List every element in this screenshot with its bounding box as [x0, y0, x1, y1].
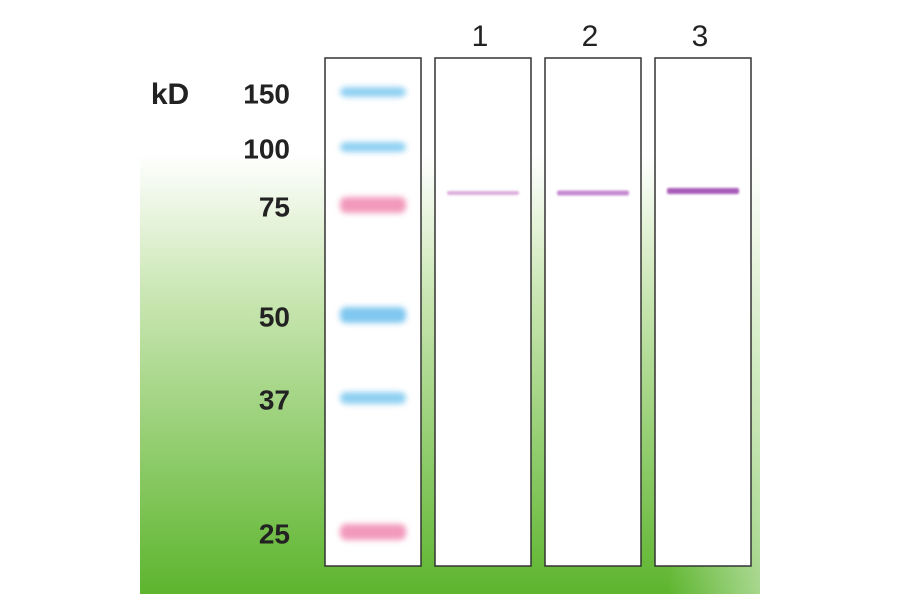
marker-band — [340, 524, 406, 540]
lane — [434, 57, 532, 567]
lane — [654, 57, 752, 567]
marker-label: 75 — [259, 191, 290, 222]
marker-label: 50 — [259, 301, 290, 332]
sample-band — [667, 188, 739, 194]
marker-label: 25 — [259, 518, 290, 549]
marker-band — [340, 142, 406, 152]
marker-label: 37 — [259, 384, 290, 415]
lane-label: 2 — [582, 20, 599, 53]
marker-label: 100 — [243, 133, 290, 164]
marker-label: 150 — [243, 78, 290, 109]
lane-label: 1 — [472, 20, 489, 53]
unit-label: kD — [151, 78, 189, 111]
marker-band — [340, 307, 406, 323]
marker-band — [340, 392, 406, 404]
dynamic: 150 100 75 50 37 25 1 2 3 — [243, 20, 739, 549]
marker-band — [340, 197, 406, 213]
marker-band — [340, 87, 406, 97]
sample-band — [557, 190, 629, 196]
lane — [544, 57, 642, 567]
lane-label: 3 — [692, 20, 709, 53]
sample-band — [447, 191, 519, 195]
